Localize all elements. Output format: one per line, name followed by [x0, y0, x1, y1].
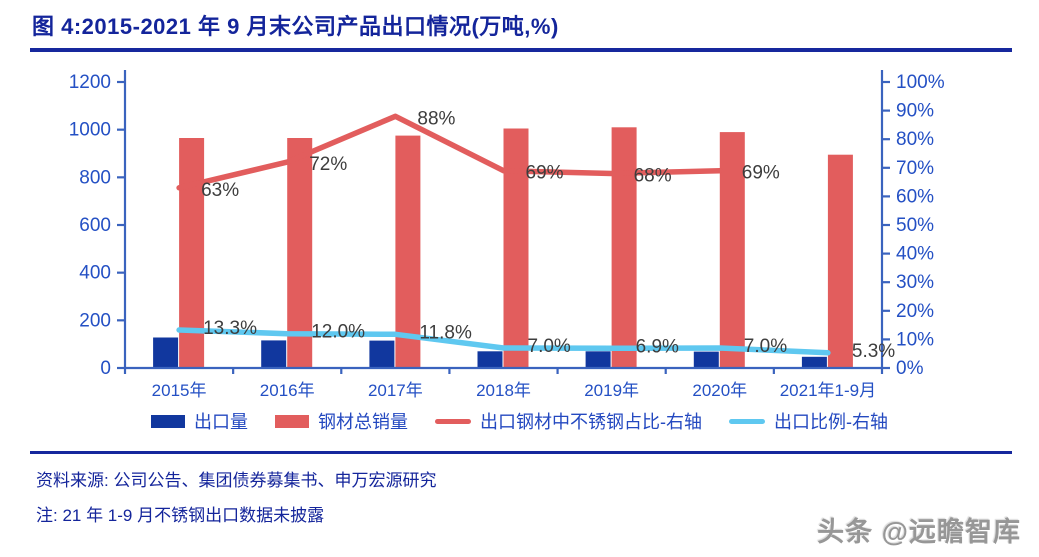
bar [827, 154, 853, 368]
watermark: 头条 @远瞻智库 [817, 517, 1021, 547]
bar [287, 138, 313, 368]
chart-legend: 出口量 钢材总销量 出口钢材中不锈钢占比-右轴 出口比例-右轴 [0, 408, 1039, 434]
svg-text:600: 600 [79, 215, 111, 236]
bar [585, 351, 611, 368]
bar-series-0 [153, 337, 827, 368]
svg-text:2019年: 2019年 [584, 381, 639, 400]
legend-swatch-line [435, 418, 471, 424]
bar [693, 351, 719, 368]
legend-item: 出口比例-右轴 [729, 408, 888, 434]
svg-text:2015年: 2015年 [152, 381, 207, 400]
data-label: 13.3% [203, 318, 257, 339]
data-label: 72% [309, 154, 347, 175]
bar [611, 127, 637, 368]
axes [117, 70, 890, 374]
bar [369, 340, 395, 368]
svg-text:90%: 90% [896, 101, 934, 122]
source-text: 资料来源: 公司公告、集团债券募集书、申万宏源研究 [36, 471, 437, 490]
combo-chart: 0 200 400 600 800 1000 1200 0% 10% 20% 30% 40% 50% 60… [69, 70, 945, 400]
legend-label: 出口量 [194, 412, 248, 432]
legend-item: 出口量 [151, 408, 248, 434]
svg-text:1000: 1000 [69, 120, 111, 141]
data-label: 6.9% [636, 336, 679, 357]
legend-label: 出口钢材中不锈钢占比-右轴 [480, 412, 702, 432]
line-series-1 [176, 327, 831, 356]
svg-text:70%: 70% [896, 158, 934, 179]
bar [477, 351, 503, 368]
line-series-0 [176, 113, 723, 191]
svg-text:60%: 60% [896, 186, 934, 207]
data-label: 5.3% [852, 341, 895, 362]
svg-text:50%: 50% [896, 215, 934, 236]
svg-text:10%: 10% [896, 329, 934, 350]
svg-text:2017年: 2017年 [368, 381, 423, 400]
figure-header: 图 4:2015-2021 年 9 月末公司产品出口情况(万吨,%) [30, 0, 1012, 52]
data-label: 12.0% [311, 322, 365, 343]
svg-text:2016年: 2016年 [260, 381, 315, 400]
data-label: 11.8% [419, 322, 472, 343]
line-labels-1: 13.3% 12.0% 11.8% 7.0% 6.9% 7.0% 5.3% [203, 318, 895, 362]
bar [261, 340, 287, 368]
data-label: 69% [742, 163, 780, 184]
svg-text:80%: 80% [896, 129, 934, 150]
legend-item: 钢材总销量 [275, 408, 408, 434]
bar [179, 138, 205, 368]
svg-text:30%: 30% [896, 272, 934, 293]
data-label: 88% [417, 108, 455, 129]
svg-text:1200: 1200 [69, 72, 111, 93]
svg-text:40%: 40% [896, 244, 934, 265]
svg-text:0: 0 [100, 358, 111, 379]
bar [801, 356, 827, 368]
svg-text:400: 400 [79, 263, 111, 284]
legend-swatch-bar [151, 414, 185, 428]
svg-text:2020年: 2020年 [692, 381, 747, 400]
legend-label: 出口比例-右轴 [774, 412, 888, 432]
svg-text:2018年: 2018年 [476, 381, 531, 400]
svg-text:100%: 100% [896, 72, 945, 93]
data-label: 7.0% [744, 336, 787, 357]
axis-labels: 0 200 400 600 800 1000 1200 0% 10% 20% 30% 40% 50% 60… [69, 72, 945, 400]
bar [153, 337, 179, 368]
svg-text:20%: 20% [896, 301, 934, 322]
data-label: 68% [634, 166, 672, 187]
legend-swatch-bar [275, 414, 309, 428]
line-labels-0: 63% 72% 88% 69% 68% 69% [201, 108, 780, 201]
legend-swatch-line [729, 418, 765, 424]
figure-title: 图 4:2015-2021 年 9 月末公司产品出口情况(万吨,%) [32, 14, 559, 39]
data-label: 69% [526, 163, 564, 184]
svg-text:800: 800 [79, 167, 111, 188]
data-label: 7.0% [528, 336, 571, 357]
svg-text:2021年1-9月: 2021年1-9月 [780, 381, 876, 400]
footer-divider [30, 451, 1012, 454]
data-label: 63% [201, 180, 239, 201]
note-text: 注: 21 年 1-9 月不锈钢出口数据未披露 [36, 506, 325, 525]
bar [719, 132, 745, 368]
bar [395, 135, 421, 368]
legend-item: 出口钢材中不锈钢占比-右轴 [435, 408, 702, 434]
svg-text:0%: 0% [896, 358, 924, 379]
svg-text:200: 200 [79, 310, 111, 331]
legend-label: 钢材总销量 [318, 412, 408, 432]
